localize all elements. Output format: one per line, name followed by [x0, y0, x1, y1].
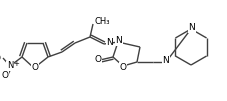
Text: O: O — [119, 63, 126, 72]
Text: N: N — [106, 38, 112, 47]
Text: CH₃: CH₃ — [95, 17, 110, 26]
Text: N: N — [162, 56, 169, 66]
Text: O: O — [94, 56, 101, 65]
Text: $^{-}$O: $^{-}$O — [0, 53, 2, 64]
Text: +: + — [13, 62, 19, 67]
Text: O: O — [2, 72, 8, 80]
Text: N: N — [115, 36, 122, 45]
Text: N: N — [188, 24, 195, 33]
Text: N: N — [7, 62, 13, 70]
Text: O: O — [31, 63, 38, 72]
